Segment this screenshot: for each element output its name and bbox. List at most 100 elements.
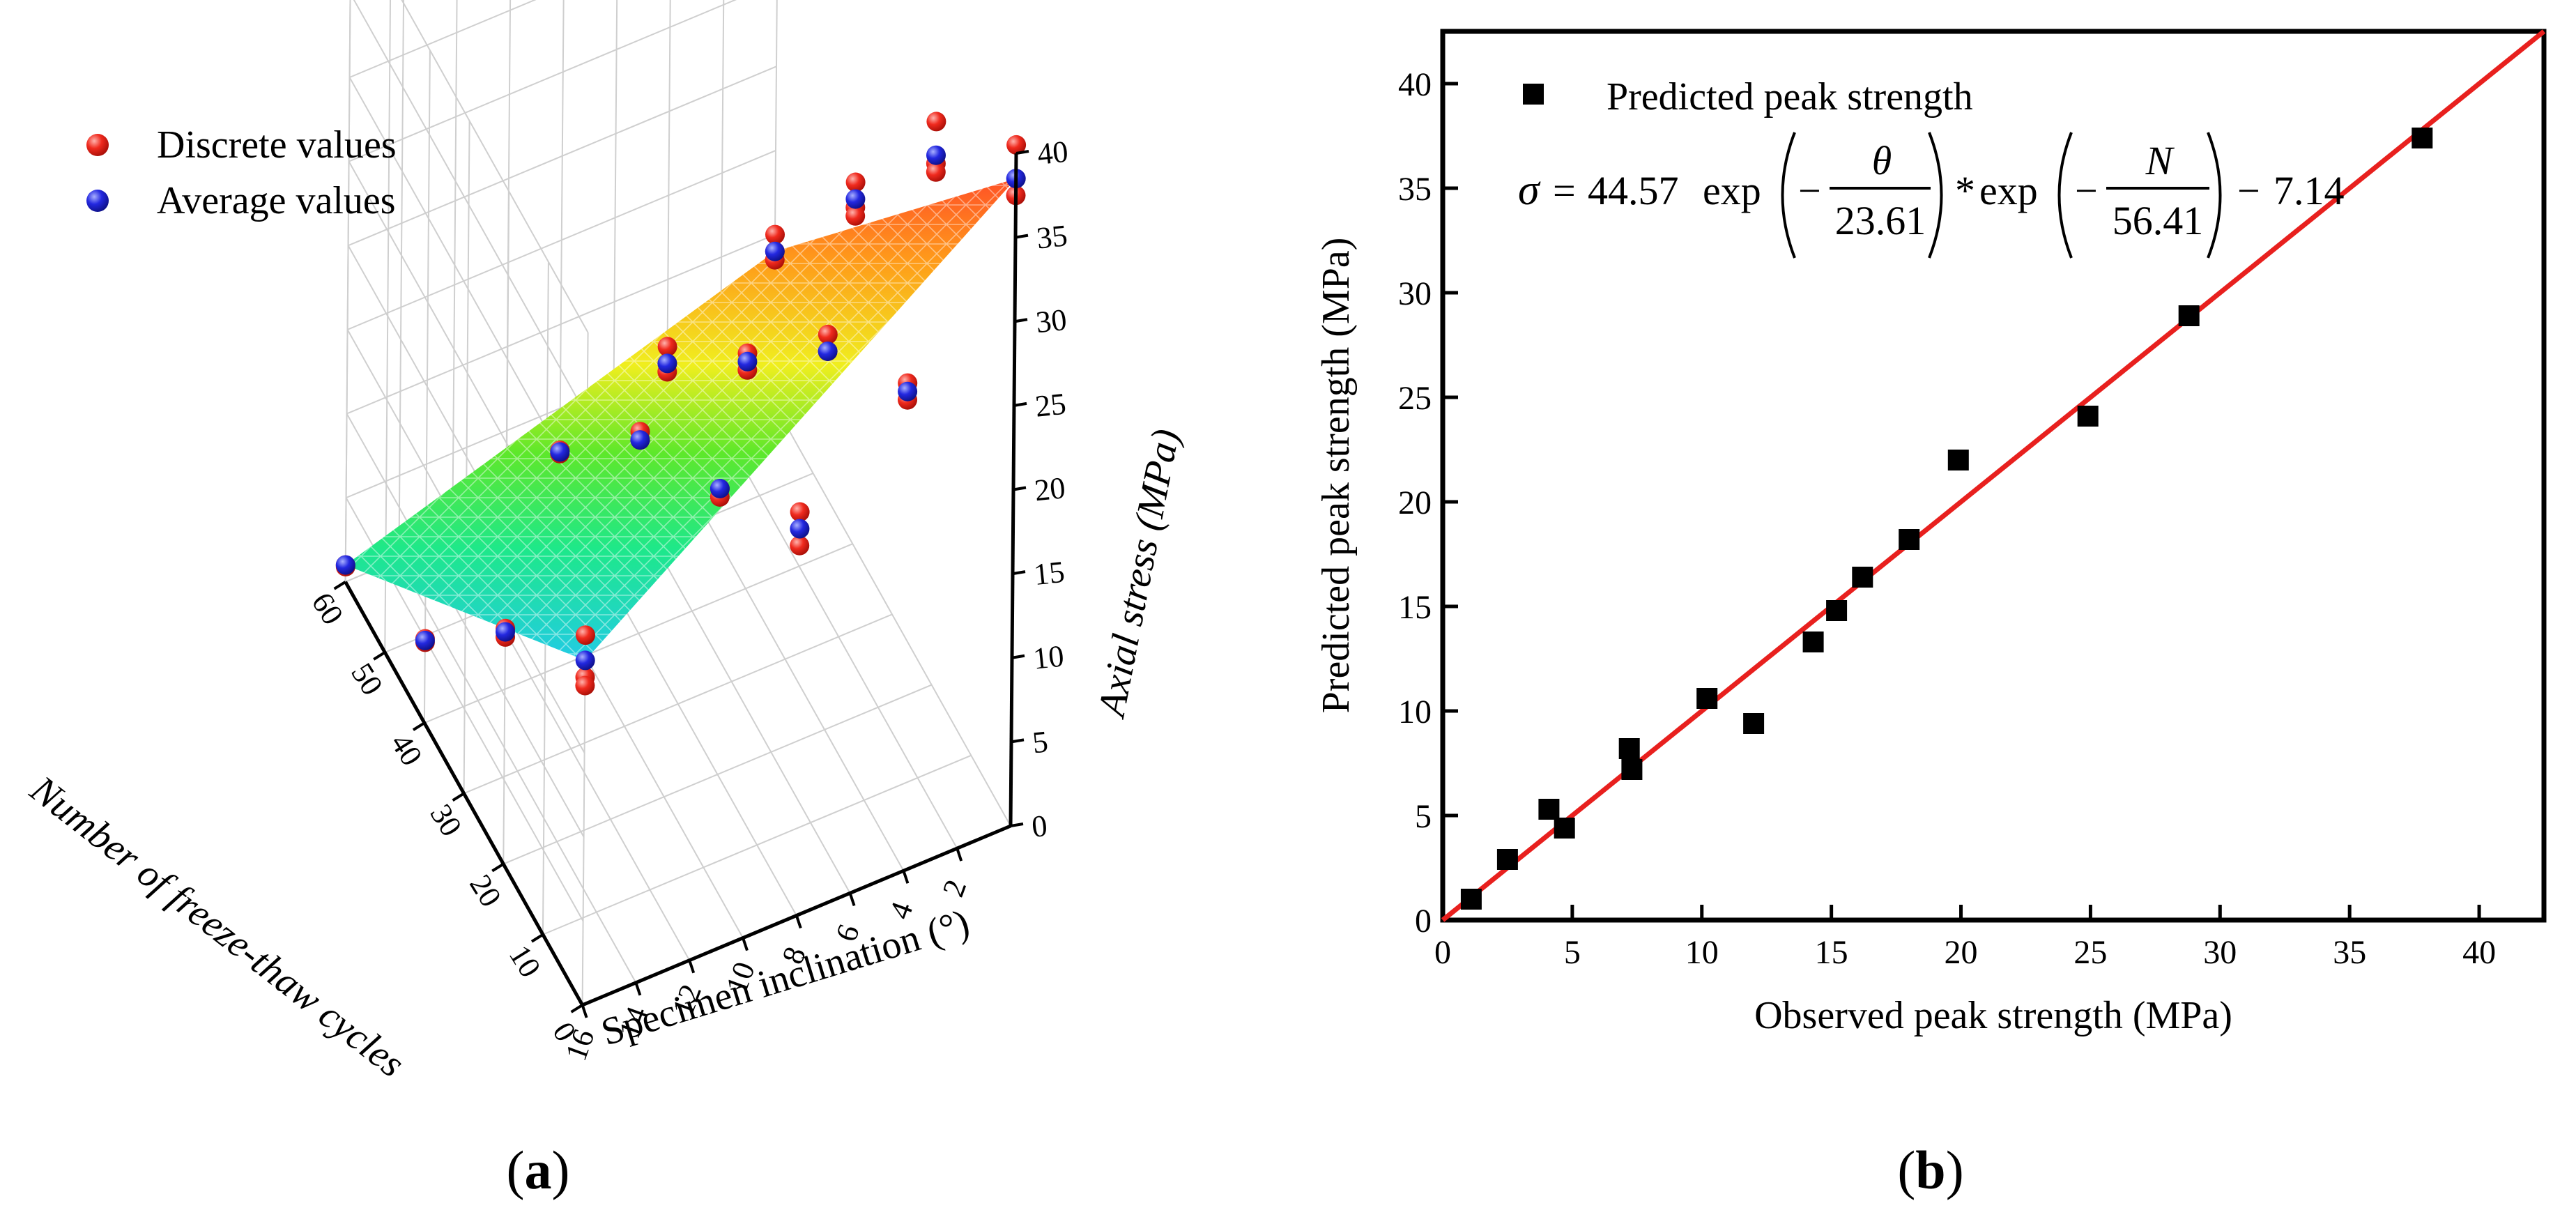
y-tick-label: 10 <box>503 939 548 983</box>
b-x-axis-title: Observed peak strength (MPa) <box>1754 994 2232 1037</box>
z-tick <box>1015 234 1029 239</box>
b-y-tick-label: 40 <box>1398 66 1432 103</box>
x-tick <box>902 870 910 884</box>
z-tick <box>1011 654 1025 659</box>
predicted-peak-strength-point <box>1618 738 1640 759</box>
z-tick-label: 25 <box>1034 387 1068 424</box>
average-value-point <box>575 650 595 671</box>
b-x-tick-label: 35 <box>2333 934 2366 971</box>
wall-grid-line <box>353 0 588 418</box>
z-tick <box>1012 570 1026 576</box>
data-markers <box>335 112 1027 696</box>
z-tick-label: 30 <box>1034 303 1068 339</box>
plot-frame <box>1440 29 2547 923</box>
eq-num-2: N <box>2145 138 2175 183</box>
discrete-value-point <box>576 625 595 645</box>
y-tick-label: 60 <box>305 586 350 630</box>
eq-minus-1: − <box>1798 168 1821 213</box>
y-tick <box>373 651 386 661</box>
z-tick <box>1015 150 1029 155</box>
predicted-peak-strength-point <box>1554 818 1575 839</box>
b-y-axis-title: Predicted peak strength (MPa) <box>1314 238 1358 714</box>
b-y-tick-label: 20 <box>1398 484 1432 521</box>
eq-exp-1: exp <box>1703 168 1761 213</box>
eq-paren-close-2 <box>2207 132 2222 259</box>
x-tick <box>795 914 802 929</box>
discrete-value-point <box>657 337 677 357</box>
wall-grid-line <box>346 234 776 415</box>
wall-grid-line <box>463 613 893 795</box>
x-tick-label: 2 <box>936 875 974 901</box>
b-x-tick-label: 25 <box>2073 934 2107 971</box>
eq-lhs: σ <box>1518 167 1541 214</box>
wall-grid-line <box>542 754 972 935</box>
wall-grid-line <box>348 0 737 162</box>
wall-grid-line <box>401 0 589 333</box>
discrete-value-point <box>845 172 866 192</box>
predicted-peak-strength-point <box>1852 567 1873 588</box>
x-tick <box>634 982 642 996</box>
eq-den-1: 23.61 <box>1835 198 1926 243</box>
b-y-tick-label: 15 <box>1398 589 1432 626</box>
wall-grid-line <box>424 543 853 724</box>
b-x-tick-label: 0 <box>1434 934 1451 971</box>
panel-b-scatter: 0 5 10 15 20 25 30 35 40 0 5 10 15 20 25 30 35 40 Observe… <box>1314 29 2547 1200</box>
predicted-peak-strength-point <box>1496 849 1518 870</box>
average-value-point <box>496 622 515 642</box>
discrete-value-point <box>575 675 595 696</box>
scatter-points <box>1460 128 2433 910</box>
z-tick-label: 5 <box>1031 724 1050 760</box>
wall-grid-line <box>348 66 777 247</box>
average-value-point <box>415 630 435 650</box>
average-value-point <box>737 351 758 372</box>
discrete-value-point <box>1006 135 1027 155</box>
z-tick <box>1014 318 1028 323</box>
eq-minus-3: − <box>2237 168 2260 213</box>
b-y-tick-label: 5 <box>1415 798 1432 835</box>
discrete-value-point <box>926 162 946 182</box>
average-value-point <box>898 381 918 401</box>
b-y-tick-label: 10 <box>1398 694 1432 730</box>
x-tick <box>956 848 963 862</box>
surface-mesh <box>345 178 1016 661</box>
discrete-value-point <box>845 206 866 226</box>
eq-paren-open-2 <box>2057 132 2073 259</box>
y-tick <box>452 792 465 802</box>
eq-den-2: 56.41 <box>2113 198 2204 243</box>
fit-equation: σ = 44.57 exp − θ 23.61 * exp − N 56.41 … <box>1518 132 2345 259</box>
predicted-peak-strength-point <box>1538 799 1560 820</box>
average-value-point <box>845 189 866 209</box>
x-tick <box>688 960 696 974</box>
predicted-peak-strength-point <box>2077 406 2099 427</box>
wall-grid-line <box>344 0 351 582</box>
average-value-point <box>926 145 946 165</box>
discrete-value-point <box>926 112 946 132</box>
average-value-point <box>550 442 570 462</box>
predicted-peak-strength-point <box>1899 529 1920 550</box>
average-value-point <box>765 241 785 261</box>
fitted-surface <box>345 178 1016 661</box>
b-y-tick-label: 25 <box>1398 380 1432 417</box>
eq-paren-open-1 <box>1781 132 1796 259</box>
y-tick-label: 20 <box>463 868 508 912</box>
predicted-peak-strength-point <box>1621 759 1643 780</box>
legend-a: Discrete values Average values <box>86 123 397 222</box>
eq-equals: = <box>1553 168 1576 213</box>
b-legend-marker <box>1523 84 1544 105</box>
discrete-value-point <box>765 224 785 245</box>
y-tick-label: 40 <box>384 728 429 772</box>
b-x-tick-label: 30 <box>2203 934 2237 971</box>
x-axis-title: Specimen inclination (°) <box>597 901 974 1055</box>
predicted-peak-strength-point <box>1460 889 1482 910</box>
b-x-tick-label: 15 <box>1815 934 1848 971</box>
b-x-tick-label: 10 <box>1685 934 1719 971</box>
average-value-point <box>630 430 650 450</box>
wall-grid-line <box>349 0 537 78</box>
b-x-tick-label: 5 <box>1564 934 1581 971</box>
y-axis-title: Number of freeze-thaw cycles <box>22 767 413 1086</box>
legend-marker-average <box>86 190 109 212</box>
b-y-tick-label: 30 <box>1398 275 1432 312</box>
caption-b-letter: b <box>1915 1140 1945 1200</box>
eq-offset: 7.14 <box>2274 168 2345 213</box>
